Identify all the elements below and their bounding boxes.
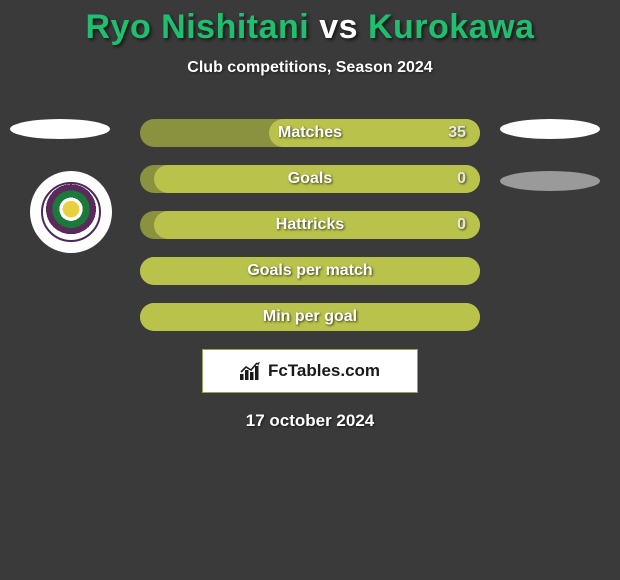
title-vs: vs: [319, 8, 358, 46]
stat-value-right: 35: [448, 124, 466, 142]
page-title: Ryo Nishitani vs Kurokawa: [0, 0, 620, 47]
player2-badge-small: [500, 119, 600, 139]
footer-date: 17 october 2024: [0, 411, 620, 431]
stat-row: Goals 0: [140, 165, 480, 193]
stat-label: Matches: [278, 124, 342, 142]
stat-label: Goals per match: [247, 262, 372, 280]
stat-row: Hattricks 0: [140, 211, 480, 239]
comparison-panel: Matches 35 Goals 0 Hattricks 0 Goals per match…: [0, 119, 620, 431]
player1-badge-small: [10, 119, 110, 139]
stat-label: Hattricks: [276, 216, 344, 234]
title-player1: Ryo Nishitani: [86, 8, 310, 46]
player2-badge-small-2: [500, 171, 600, 191]
stat-label: Min per goal: [263, 308, 357, 326]
subtitle: Club competitions, Season 2024: [0, 59, 620, 77]
brand-chart-icon: [240, 362, 262, 380]
stat-value-right: 0: [457, 170, 466, 188]
brand-text: FcTables.com: [268, 361, 380, 381]
brand-box[interactable]: FcTables.com: [202, 349, 418, 393]
stat-value-right: 0: [457, 216, 466, 234]
player1-club-logo: [30, 171, 112, 253]
stat-label: Goals: [288, 170, 332, 188]
stat-row: Min per goal: [140, 303, 480, 331]
stat-rows: Matches 35 Goals 0 Hattricks 0 Goals per match…: [140, 119, 480, 331]
stat-row: Matches 35: [140, 119, 480, 147]
club-crest-icon: [41, 182, 101, 242]
title-player2: Kurokawa: [368, 8, 535, 46]
stat-row: Goals per match: [140, 257, 480, 285]
